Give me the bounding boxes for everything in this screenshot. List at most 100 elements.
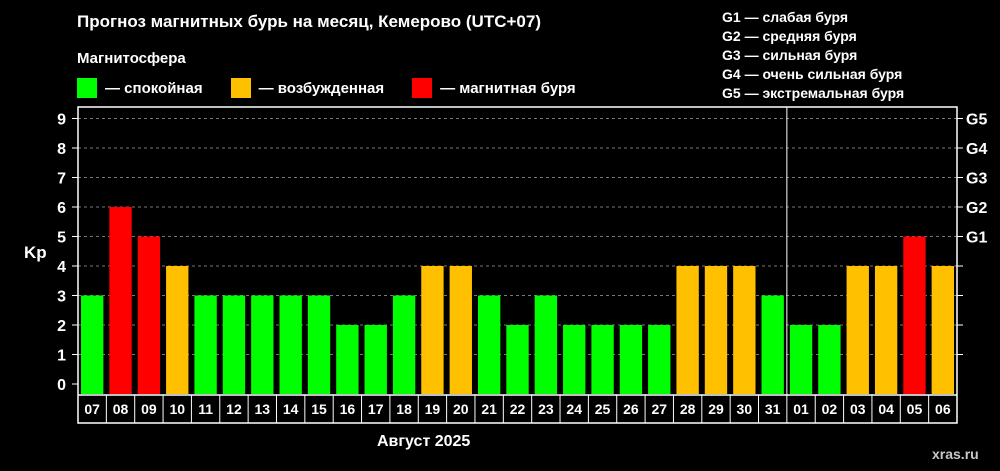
legend-label-storm: — магнитная буря bbox=[440, 79, 576, 97]
g-level-g2: G2 — средняя буря bbox=[722, 28, 857, 44]
kp-bar bbox=[506, 325, 529, 394]
y-tick-label: 5 bbox=[57, 230, 66, 247]
kp-bar bbox=[931, 266, 954, 394]
source-credit: xras.ru bbox=[932, 446, 979, 462]
x-tick-label: 27 bbox=[651, 401, 667, 417]
x-tick-label: 31 bbox=[765, 401, 781, 417]
x-tick-label: 21 bbox=[481, 401, 497, 417]
kp-bar bbox=[307, 295, 331, 394]
right-tick-label: G4 bbox=[966, 141, 987, 158]
g-level-g3: G3 — сильная буря bbox=[722, 47, 858, 63]
x-tick-label: 08 bbox=[113, 401, 129, 417]
x-tick-label: 14 bbox=[283, 401, 299, 417]
kp-bar bbox=[222, 295, 246, 394]
kp-bar bbox=[392, 295, 416, 394]
right-tick-label: G5 bbox=[966, 112, 987, 129]
kp-bar bbox=[761, 295, 784, 394]
x-tick-label: 29 bbox=[708, 401, 724, 417]
legend-title: Магнитосфера bbox=[77, 50, 186, 67]
kp-bar bbox=[449, 266, 472, 394]
x-tick-label: 12 bbox=[226, 401, 242, 417]
x-tick-label: 01 bbox=[793, 401, 809, 417]
x-tick-label: 04 bbox=[878, 401, 894, 417]
legend-label-active: — возбужденная bbox=[258, 79, 385, 97]
legend-swatch-active bbox=[230, 78, 251, 98]
legend-swatch-storm bbox=[412, 78, 433, 98]
kp-bar bbox=[534, 295, 558, 394]
chart-title: Прогноз магнитных бурь на месяц, Кемеров… bbox=[77, 12, 541, 31]
kp-bar bbox=[279, 295, 302, 394]
kp-bar bbox=[903, 236, 926, 394]
kp-bar bbox=[619, 325, 643, 394]
x-tick-label: 25 bbox=[595, 401, 611, 417]
legend-item-active: — возбужденная bbox=[230, 78, 385, 98]
right-tick-label: G2 bbox=[966, 200, 987, 217]
kp-bar bbox=[648, 325, 671, 394]
x-tick-label: 03 bbox=[850, 401, 866, 417]
y-tick-label: 6 bbox=[57, 200, 66, 217]
kp-bar bbox=[421, 266, 444, 394]
y-tick-label: 4 bbox=[57, 259, 66, 276]
kp-bar bbox=[874, 266, 898, 394]
kp-bar bbox=[846, 266, 869, 394]
x-tick-label: 11 bbox=[198, 401, 213, 417]
kp-bar bbox=[733, 266, 756, 394]
kp-bar bbox=[251, 295, 274, 394]
x-tick-label: 16 bbox=[340, 401, 356, 417]
g-level-g1: G1 — слабая буря bbox=[722, 9, 849, 25]
x-tick-label: 10 bbox=[169, 401, 185, 417]
x-tick-label: 05 bbox=[907, 401, 923, 417]
kp-bar bbox=[194, 295, 217, 394]
x-tick-label: 20 bbox=[453, 401, 469, 417]
kp-bar bbox=[477, 295, 501, 394]
g-level-g4: G4 — очень сильная буря bbox=[722, 66, 903, 82]
kp-bar bbox=[818, 325, 841, 394]
g-level-g5: G5 — экстремальная буря bbox=[722, 85, 905, 101]
x-tick-label: 15 bbox=[311, 401, 327, 417]
x-tick-label: 23 bbox=[538, 401, 554, 417]
y-tick-label: 8 bbox=[57, 141, 66, 158]
x-tick-label: 24 bbox=[566, 401, 582, 417]
legend-item-calm: — спокойная bbox=[77, 78, 203, 98]
x-axis-label: Август 2025 bbox=[377, 433, 471, 450]
kp-bar bbox=[704, 266, 728, 394]
y-tick-label: 9 bbox=[57, 112, 66, 129]
y-tick-label: 7 bbox=[57, 171, 66, 188]
x-tick-label: 28 bbox=[680, 401, 696, 417]
kp-bar bbox=[789, 325, 813, 394]
plot-frame bbox=[77, 106, 958, 424]
kp-bar bbox=[364, 325, 387, 394]
y-tick-label: 2 bbox=[57, 318, 66, 335]
y-tick-label: 0 bbox=[57, 377, 66, 394]
x-tick-label: 17 bbox=[368, 401, 384, 417]
legend-label-calm: — спокойная bbox=[105, 79, 203, 97]
kp-bar bbox=[336, 325, 359, 394]
legend-item-storm: — магнитная буря bbox=[412, 78, 576, 98]
x-tick-label: 19 bbox=[425, 401, 441, 417]
x-tick-label: 09 bbox=[141, 401, 157, 417]
x-tick-label: 02 bbox=[822, 401, 838, 417]
kp-bar bbox=[563, 325, 586, 394]
y-tick-label: 1 bbox=[57, 348, 66, 365]
kp-bar bbox=[676, 266, 699, 394]
right-tick-label: G1 bbox=[966, 230, 987, 247]
x-tick-label: 06 bbox=[935, 401, 951, 417]
legend-swatch-calm bbox=[77, 78, 97, 98]
kp-bar bbox=[109, 207, 132, 394]
y-axis-label: Kp bbox=[24, 243, 47, 262]
kp-bar bbox=[81, 295, 104, 394]
x-tick-label: 26 bbox=[623, 401, 639, 417]
kp-bar bbox=[591, 325, 614, 394]
y-tick-label: 3 bbox=[57, 289, 66, 306]
kp-bar bbox=[137, 236, 161, 394]
kp-bar bbox=[166, 266, 189, 394]
x-tick-label: 13 bbox=[255, 401, 271, 417]
right-tick-label: G3 bbox=[966, 171, 987, 188]
g-level-list: G1 — слабая буря G2 — средняя буря G3 — … bbox=[722, 8, 904, 103]
x-tick-label: 22 bbox=[510, 401, 526, 417]
x-tick-label: 30 bbox=[737, 401, 753, 417]
x-tick-label: 07 bbox=[84, 401, 100, 417]
x-tick-label: 18 bbox=[396, 401, 412, 417]
legend: — спокойная — возбужденная — магнитная б… bbox=[77, 78, 604, 98]
